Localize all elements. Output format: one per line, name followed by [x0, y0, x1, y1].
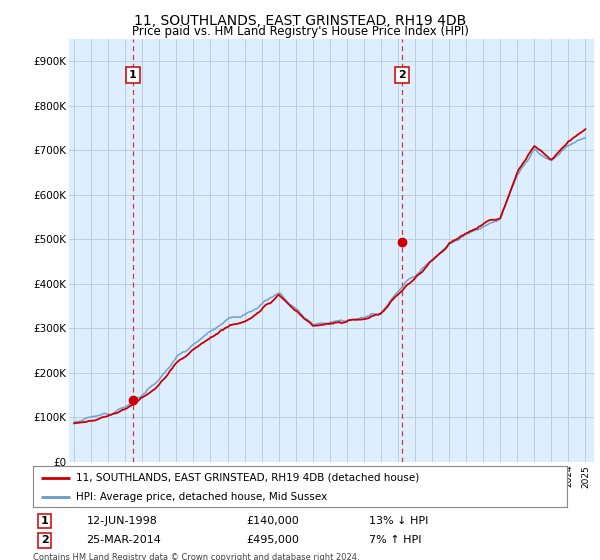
Text: 1: 1: [41, 516, 49, 526]
Text: 25-MAR-2014: 25-MAR-2014: [86, 535, 161, 545]
Text: 11, SOUTHLANDS, EAST GRINSTEAD, RH19 4DB (detached house): 11, SOUTHLANDS, EAST GRINSTEAD, RH19 4DB…: [76, 473, 419, 483]
Text: 1: 1: [129, 70, 137, 80]
Text: £495,000: £495,000: [247, 535, 299, 545]
Text: 12-JUN-1998: 12-JUN-1998: [86, 516, 157, 526]
Text: £140,000: £140,000: [247, 516, 299, 526]
Text: 2: 2: [398, 70, 406, 80]
Text: 13% ↓ HPI: 13% ↓ HPI: [370, 516, 429, 526]
Text: 7% ↑ HPI: 7% ↑ HPI: [370, 535, 422, 545]
Text: Contains HM Land Registry data © Crown copyright and database right 2024.
This d: Contains HM Land Registry data © Crown c…: [33, 553, 359, 560]
Text: HPI: Average price, detached house, Mid Sussex: HPI: Average price, detached house, Mid …: [76, 492, 327, 502]
Text: Price paid vs. HM Land Registry's House Price Index (HPI): Price paid vs. HM Land Registry's House …: [131, 25, 469, 38]
Text: 2: 2: [41, 535, 49, 545]
Text: 11, SOUTHLANDS, EAST GRINSTEAD, RH19 4DB: 11, SOUTHLANDS, EAST GRINSTEAD, RH19 4DB: [134, 14, 466, 28]
